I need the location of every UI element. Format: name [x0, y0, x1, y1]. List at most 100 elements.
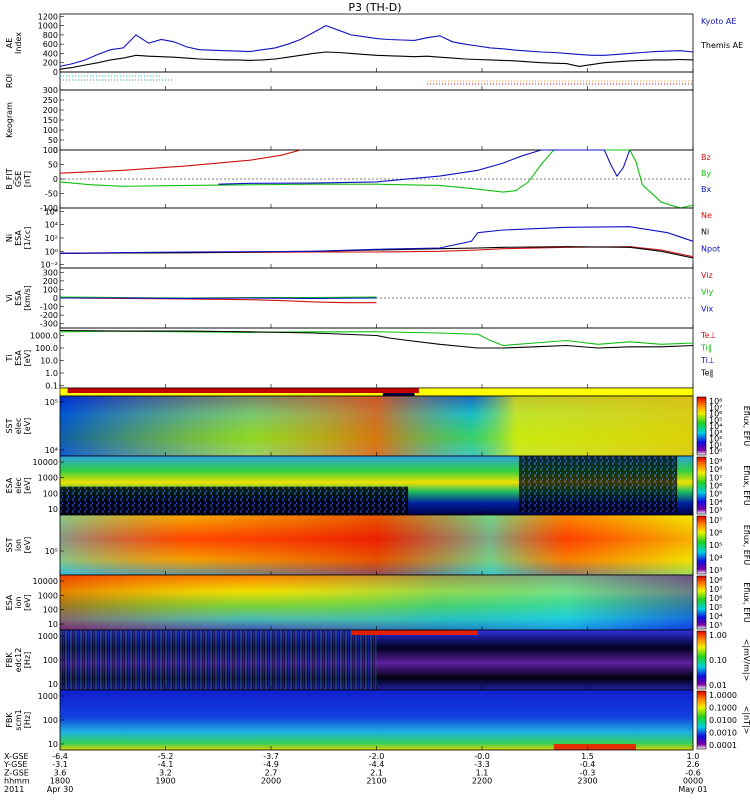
colorbar-tick-label: 10⁴: [709, 498, 722, 507]
spectrogram-overlay-esa_i: [60, 575, 693, 630]
series-line-Ne: [59, 246, 694, 258]
series-line-Bz: [59, 149, 301, 174]
ytick-label: 100: [43, 126, 58, 135]
colorbar-label: <|nT|>: [742, 706, 750, 735]
legend-entry: Te‖: [700, 369, 713, 378]
legend-entry: Ne: [701, 211, 712, 220]
panel-ylabel: Keogram: [5, 102, 14, 138]
spectrogram-highflux-band: [553, 744, 637, 750]
spectrogram-highflux-band: [351, 630, 478, 635]
panel-bfield: B_FIT GSE [nT] -100 -50 0 50 100 Bz By Bx: [5, 146, 711, 213]
xaxis-tick-z: -0.6: [685, 768, 701, 777]
mode-bar-slow: [67, 388, 419, 393]
series-line-Themis AE: [59, 51, 694, 70]
ytick-label: 100: [43, 606, 58, 615]
xaxis-tick-y: -0.4: [580, 760, 596, 769]
series-line-Te‖: [59, 329, 694, 349]
colorbar-tick-label: 0.0001: [709, 741, 737, 750]
mode-status-bar: [59, 387, 694, 397]
ytick-label: 300: [43, 86, 58, 95]
legend-entry: Viy: [701, 288, 714, 297]
colorbar-label: Eflux, EFU: [742, 406, 750, 447]
panel-ylabel: GSE: [14, 171, 23, 187]
ytick-label: 100: [43, 285, 58, 294]
ytick-label: 1.0: [45, 369, 58, 378]
xaxis-row-label: 2011: [4, 785, 24, 794]
colorbar-tick-label: 0.01: [709, 681, 727, 690]
colorbar-tick-label: 10³: [709, 566, 722, 575]
xaxis-tick-t: 2000: [261, 777, 281, 786]
panel-ylabel: ESA: [14, 230, 23, 246]
plot-title: P3 (TH-D): [348, 1, 401, 14]
colorbar-scale: [696, 575, 707, 630]
xaxis-tick-t: 2100: [366, 777, 386, 786]
ytick-label: 300: [43, 268, 58, 277]
ytick-label: 0: [53, 175, 58, 184]
ytick-label: 10: [48, 620, 58, 629]
xaxis-tick-t: 0000: [683, 777, 703, 786]
xaxis-tick-y: 2.6: [687, 760, 700, 769]
ytick-label: -300: [40, 320, 58, 329]
xaxis-row-label: X-GSE: [4, 752, 29, 761]
xaxis-row-label: hhmm: [4, 777, 30, 786]
xaxis-tick-t: 2200: [472, 777, 492, 786]
panel-fbk_b: 1.0000 0.1000 0.0100 0.0010 0.0001 <|nT|> FBK s…: [5, 689, 750, 751]
xaxis-tick-x: -5.2: [158, 752, 174, 761]
colorbar-tick-label: 10⁶: [709, 594, 722, 603]
xaxis-tick-z: 2.7: [265, 768, 278, 777]
xaxis-tick-d: May 01: [678, 785, 707, 794]
colorbar-tick-label: 0.10: [709, 656, 727, 665]
panel-ylabel: [eV]: [23, 537, 32, 554]
panel-ylabel: SST: [5, 418, 14, 433]
panel-ylabel: [Hz]: [23, 652, 32, 668]
panel-ylabel: ion: [14, 596, 23, 608]
colorbar-tick-label: 10⁷: [709, 516, 722, 525]
ytick-label: 10⁻²: [40, 261, 58, 270]
ytick-label: -200: [40, 311, 58, 320]
ytick-label: 400: [43, 49, 58, 58]
panel-ylabel: edc12: [14, 648, 23, 673]
xaxis-tick-y: -4.4: [369, 760, 385, 769]
xaxis-tick-t: 1800: [50, 777, 70, 786]
ytick-label: 10: [48, 680, 58, 689]
colorbar-tick-label: 0.0100: [709, 716, 737, 725]
legend-entry: Te⊥: [700, 331, 716, 340]
ytick-label: 1200: [38, 12, 58, 21]
ytick-label: 0: [53, 294, 58, 303]
ytick-label: 100: [43, 716, 58, 725]
colorbar-tick-label: 10¹: [709, 441, 722, 450]
ytick-label: 0.1: [45, 382, 58, 391]
ytick-label: 10000: [33, 458, 58, 467]
ytick-label: 1000: [38, 692, 58, 701]
xaxis-tick-z: 1.1: [476, 768, 489, 777]
legend-entry: Kyoto AE: [701, 17, 736, 26]
panel-ylabel: ESA: [5, 477, 14, 493]
panel-ylabel: [eV]: [23, 477, 32, 494]
series-line-Npot: [59, 226, 694, 254]
xaxis-tick-x: 1.0: [687, 752, 700, 761]
colorbar-label: Eflux, EFU: [742, 582, 750, 623]
series-line-By: [59, 149, 694, 209]
colorbar-tick-label: 10³: [709, 506, 722, 515]
ytick-label: 0: [53, 146, 58, 155]
colorbar-tick-label: 10²: [709, 435, 722, 444]
xaxis-row-label: Z-GSE: [4, 768, 29, 777]
colorbar-tick-label: 10⁵: [709, 541, 722, 550]
ytick-label: 200: [43, 59, 58, 68]
legend-entry: Npot: [701, 244, 720, 253]
colorbar-tick-label: 10⁷: [709, 473, 722, 482]
colorbar-tick-label: 10⁸: [709, 397, 722, 406]
panel-ylabel: Ni: [5, 234, 14, 242]
legend-entry: Bz: [701, 153, 711, 162]
panel-roi: ROI: [5, 71, 694, 91]
colorbar-scale: [696, 456, 707, 515]
